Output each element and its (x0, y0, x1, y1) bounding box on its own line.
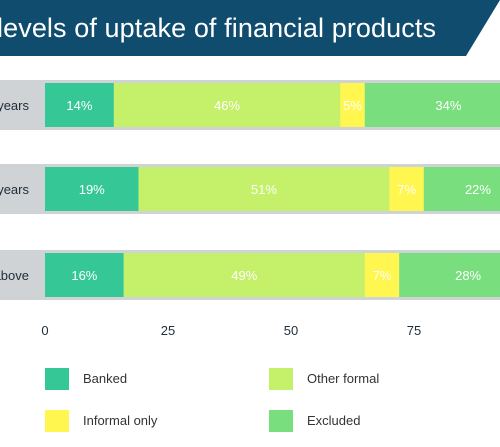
legend: Banked Other formal Informal only Exclud… (0, 360, 500, 447)
chart-title: levels of uptake of financial products (0, 13, 437, 43)
bar-segment-other-formal (123, 253, 365, 297)
category-label: above (0, 268, 29, 283)
data-label: 14% (66, 98, 92, 113)
legend-swatch-excluded (269, 410, 293, 432)
legend-swatch-informal-only (45, 410, 69, 432)
bar-segment-other-formal (138, 167, 390, 211)
bar-segment-banked (45, 253, 124, 297)
bar-segment-other-formal (113, 83, 341, 127)
bar-segment-informal-only (340, 83, 365, 127)
stacked-bar-chart: years 14% 46% 5% 34% years 19% 51% 7% 22% above 16%… (0, 60, 500, 350)
data-label: 51% (251, 182, 277, 197)
legend-label-informal-only: Informal only (83, 413, 158, 428)
x-tick-label: 50 (284, 323, 298, 338)
legend-swatch-other-formal (269, 368, 293, 390)
data-label: 5% (343, 98, 362, 113)
bar-segment-informal-only (389, 167, 424, 211)
x-tick-label: 75 (407, 323, 421, 338)
bar-segment-banked (45, 83, 114, 127)
data-label: 7% (397, 182, 416, 197)
category-label: years (0, 182, 29, 197)
bar-segment-excluded (399, 253, 500, 297)
data-label: 49% (231, 268, 257, 283)
data-label: 22% (465, 182, 491, 197)
x-tick-label: 25 (161, 323, 175, 338)
category-label: years (0, 98, 29, 113)
x-tick-label: 0 (41, 323, 48, 338)
bar-segment-excluded (423, 167, 500, 211)
bar-segment-banked (45, 167, 139, 211)
title-banner: levels of uptake of financial products (0, 0, 500, 56)
data-label: 28% (455, 268, 481, 283)
data-label: 16% (71, 268, 97, 283)
bar-segment-informal-only (364, 253, 400, 297)
bar-segment-excluded (364, 83, 500, 127)
legend-label-excluded: Excluded (307, 413, 361, 428)
data-label: 34% (435, 98, 461, 113)
data-label: 19% (79, 182, 105, 197)
legend-label-other-formal: Other formal (307, 371, 380, 386)
legend-label-banked: Banked (83, 371, 128, 386)
legend-swatch-banked (45, 368, 69, 390)
data-label: 46% (214, 98, 240, 113)
title-banner-shape (0, 0, 500, 56)
chart-canvas: years 14% 46% 5% 34% years 19% 51% 7% 22% above 16%… (0, 80, 500, 338)
data-label: 7% (373, 268, 392, 283)
